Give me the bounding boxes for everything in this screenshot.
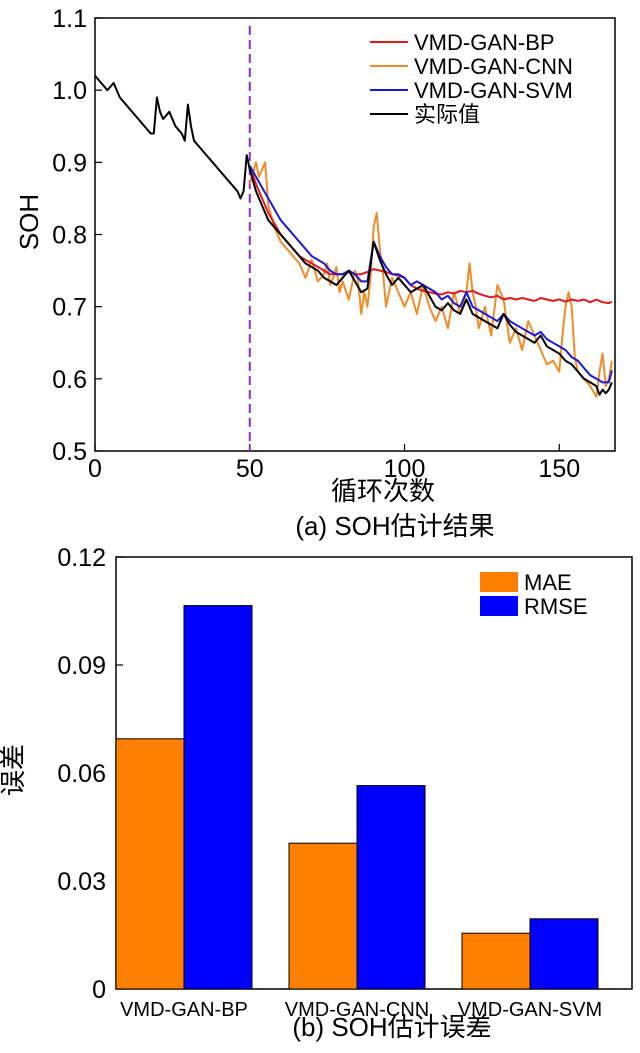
- y-tick-label: 0: [92, 976, 106, 1004]
- legend-label-cnn: VMD-GAN-CNN: [414, 54, 573, 79]
- bar-rmse-1: [356, 785, 426, 990]
- legend-label-actual: 实际值: [414, 102, 480, 127]
- x-tick-label: 150: [538, 455, 580, 483]
- chart-a-y-label: SOH: [14, 194, 44, 250]
- legend-label-bp: VMD-GAN-BP: [414, 30, 555, 55]
- legend-label-svm: VMD-GAN-SVM: [414, 78, 573, 103]
- series-line-actual: [94, 75, 613, 396]
- y-tick-label: 0.09: [57, 652, 106, 680]
- soh-error-chart: 0 0.03 0.06 0.09 0.12 VMD-GAN-BP VMD-GAN-CNN V…: [0, 548, 633, 1042]
- y-tick-label: 0.06: [57, 760, 106, 788]
- y-tick-label: 0.03: [57, 868, 106, 896]
- y-tick-label: 1.0: [52, 77, 87, 105]
- chart-a-title: (a) SOH估计结果: [295, 511, 494, 541]
- y-tick-label: 0.5: [52, 438, 87, 466]
- chart-a-x-label: 循环次数: [331, 476, 435, 506]
- legend-label-mae: MAE: [524, 570, 572, 595]
- y-tick-label: 0.8: [52, 222, 87, 250]
- bar-mae-0: [115, 738, 185, 990]
- bar-mae-2: [461, 932, 531, 990]
- series-line-svm: [248, 165, 613, 384]
- x-tick-label: 0: [88, 455, 102, 483]
- x-tick-label: 100: [384, 455, 426, 483]
- x-tick-label: 50: [236, 455, 264, 483]
- chart-b-y-label-visible: 误差: [0, 744, 28, 796]
- legend-swatch-mae: [480, 572, 518, 592]
- category-label: VMD-GAN-CNN: [285, 999, 429, 1021]
- legend-swatch-rmse: [480, 596, 518, 616]
- series-line-bp: [248, 165, 613, 305]
- bar-rmse-0: [183, 605, 253, 990]
- bar-rmse-2: [529, 918, 599, 990]
- y-tick-label: 0.9: [52, 149, 87, 177]
- y-tick-label: 0.6: [52, 366, 87, 394]
- soh-estimation-chart: 0.5 0.6 0.7 0.8 0.9 1.0 1.1 0 50 100 150 VMD-GAN-B…: [14, 5, 616, 541]
- series-line-cnn: [248, 161, 613, 398]
- y-tick-label: 0.12: [57, 548, 106, 572]
- category-label: VMD-GAN-BP: [120, 999, 248, 1021]
- y-tick-label: 0.7: [52, 294, 87, 322]
- y-tick-label: 1.1: [52, 5, 87, 33]
- chart-b-title: (b) SOH估计误差: [292, 1012, 491, 1042]
- legend-label-rmse: RMSE: [524, 594, 588, 619]
- bar-mae-1: [288, 842, 358, 990]
- category-label: VMD-GAN-SVM: [458, 999, 602, 1021]
